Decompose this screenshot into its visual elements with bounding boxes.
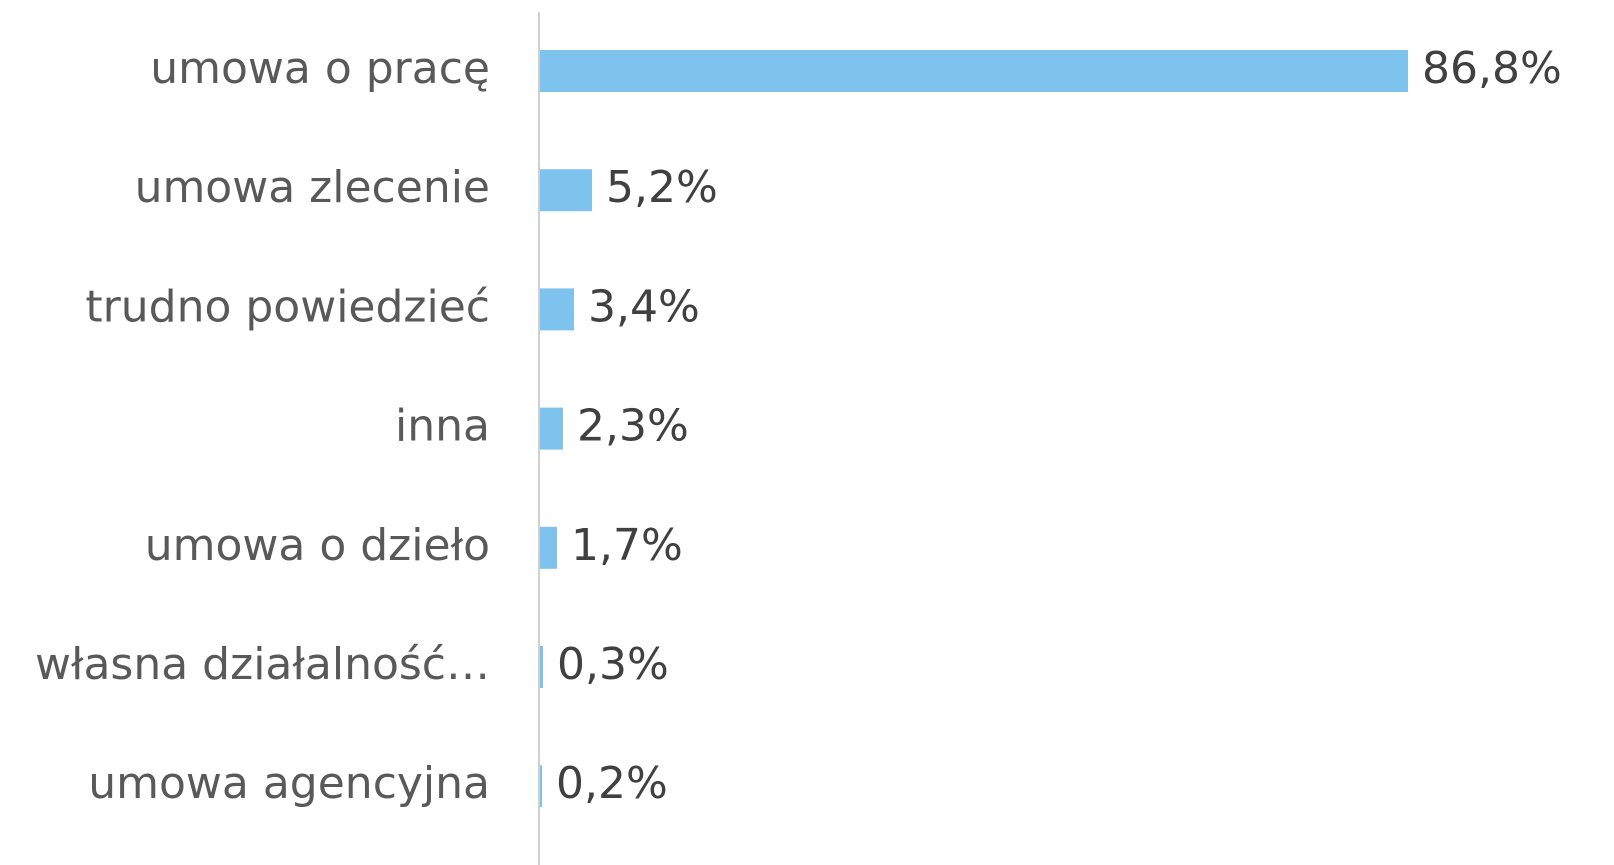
- bar: [540, 288, 574, 331]
- value-label: 86,8%: [1422, 43, 1562, 94]
- value-label: 3,4%: [588, 281, 700, 332]
- category-label: umowa o pracę: [150, 43, 490, 94]
- bar: [540, 765, 542, 808]
- category-label: umowa zlecenie: [135, 162, 490, 213]
- value-label: 0,2%: [556, 758, 668, 809]
- category-label: inna: [395, 401, 490, 452]
- value-label: 0,3%: [557, 639, 669, 690]
- category-label: trudno powiedzieć: [85, 281, 490, 332]
- bar: [540, 169, 592, 212]
- category-label: własna działalność…: [35, 639, 490, 690]
- category-label: umowa agencyjna: [88, 758, 490, 809]
- value-label: 5,2%: [606, 162, 718, 213]
- value-label: 2,3%: [577, 401, 689, 452]
- bar: [540, 407, 563, 450]
- bar: [540, 50, 1408, 92]
- bar: [540, 646, 543, 688]
- bar: [540, 526, 557, 569]
- value-label: 1,7%: [571, 520, 683, 571]
- category-label: umowa o dzieło: [145, 520, 490, 571]
